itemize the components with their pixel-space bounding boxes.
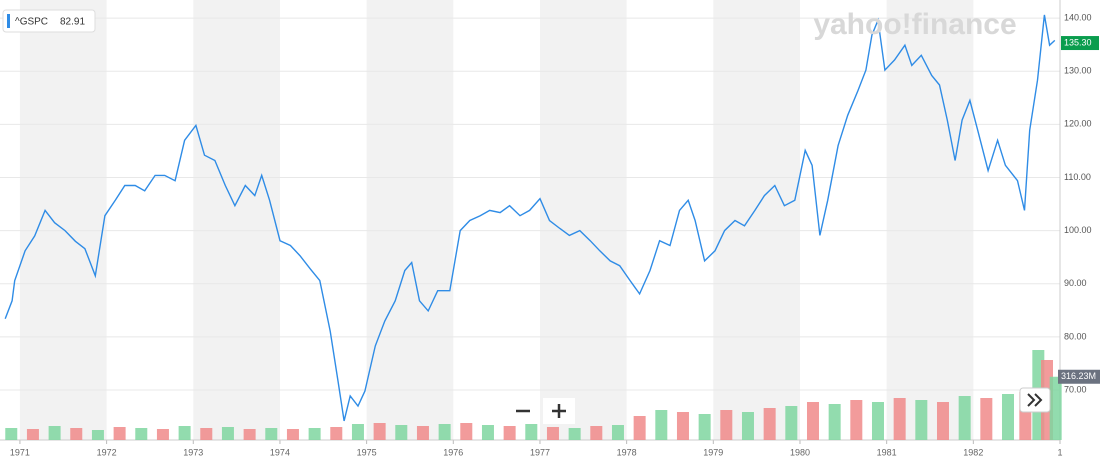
x-tick-label: 1973 (183, 447, 203, 457)
volume-bar (655, 410, 668, 440)
volume-bar (265, 428, 278, 440)
volume-bar (525, 424, 538, 440)
x-tick-label: 1977 (530, 447, 550, 457)
volume-bar (1001, 394, 1014, 440)
x-tick-label: 1980 (790, 447, 810, 457)
volume-bar (221, 427, 234, 440)
volume-bar (676, 412, 689, 440)
volume-bar (5, 428, 18, 440)
price-line (4, 14, 1056, 422)
volume-bar (91, 430, 104, 440)
volume-bar (633, 416, 646, 440)
x-tick-label: 1979 (703, 447, 723, 457)
x-tick-label: 1981 (877, 447, 897, 457)
legend-swatch (7, 14, 10, 28)
y-tick-label: 80.00 (1064, 331, 1087, 341)
volume-bar (351, 424, 364, 440)
volume-bar (48, 426, 61, 440)
y-tick-label: 90.00 (1064, 278, 1087, 288)
volume-bar (850, 400, 863, 440)
volume-bar (70, 428, 83, 440)
volume-bar (373, 423, 386, 440)
volume-bar (806, 402, 819, 440)
y-tick-label: 110.00 (1064, 172, 1091, 182)
volume-bar (135, 428, 148, 440)
x-tick-label: 1978 (617, 447, 637, 457)
volume-bar (893, 398, 906, 440)
volume-bar (785, 406, 798, 440)
volume-bar (330, 427, 343, 440)
legend-box (2, 9, 96, 33)
year-band (886, 0, 974, 440)
volume-bar (395, 425, 408, 440)
volume-bar (741, 412, 754, 440)
volume-bar (720, 410, 733, 440)
volume-bar (438, 424, 451, 440)
y-tick-label: 100.00 (1064, 225, 1092, 235)
volume-bar (308, 428, 321, 440)
volume-bar (611, 425, 624, 440)
volume-bar (481, 425, 494, 440)
volume-bar (243, 429, 256, 440)
watermark: yahoo!finance (813, 8, 1016, 41)
volume-bar (936, 402, 949, 440)
volume-bar (503, 426, 516, 440)
volume-tag-label: 316.23M (1061, 371, 1096, 381)
x-tick-label: 1976 (443, 447, 463, 457)
volume-bar (416, 426, 429, 440)
volume-bar (763, 408, 776, 440)
year-band (539, 0, 627, 440)
year-band (713, 0, 800, 440)
x-tick-label: 1975 (357, 447, 377, 457)
zoom-out-button[interactable] (507, 398, 539, 424)
year-band (193, 0, 280, 440)
volume-bar (113, 427, 126, 440)
chevrons-icon (1027, 393, 1043, 407)
plus-icon (552, 404, 566, 418)
volume-bar (286, 429, 299, 440)
volume-bar (178, 426, 191, 440)
volume-bar (546, 427, 559, 440)
volume-bar (26, 429, 39, 440)
y-tick-label: 120.00 (1064, 119, 1092, 129)
legend-value: 82.91 (60, 17, 85, 28)
x-tick-label: 1974 (270, 447, 290, 457)
x-tick-label: 1982 (963, 447, 983, 457)
volume-bar (698, 414, 711, 440)
x-tick-label: 1971 (10, 447, 30, 457)
expand-button[interactable] (1019, 387, 1051, 413)
volume-bar (980, 398, 993, 440)
year-band (19, 0, 107, 440)
volume-bar (200, 428, 213, 440)
zoom-in-button[interactable] (543, 398, 575, 424)
price-tag-label: 135.30 (1064, 37, 1092, 47)
volume-tag (1058, 369, 1100, 384)
y-tick-label: 130.00 (1064, 66, 1092, 76)
year-band (366, 0, 454, 440)
volume-bar (915, 400, 928, 440)
volume-bar (828, 404, 841, 440)
volume-bar (871, 402, 884, 440)
price-tag (1061, 36, 1099, 51)
x-tick-label: 1 (1057, 447, 1062, 457)
volume-bar (1049, 376, 1062, 440)
volume-bar (460, 423, 473, 440)
legend-name: ^GSPC (15, 17, 48, 28)
y-tick-label: 140.00 (1064, 12, 1092, 22)
volume-bar (156, 429, 169, 440)
volume-bar (958, 396, 971, 440)
y-tick-label: 70.00 (1064, 384, 1087, 394)
volume-bar (568, 428, 581, 440)
volume-bar (590, 426, 603, 440)
x-tick-label: 1972 (97, 447, 117, 457)
